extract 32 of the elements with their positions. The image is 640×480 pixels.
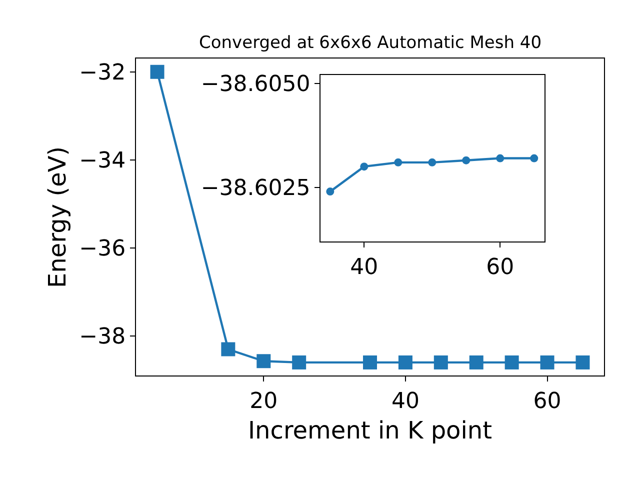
- x-tick-label: 60: [533, 389, 562, 414]
- y-tick-label: −36: [79, 236, 126, 262]
- point: [150, 64, 164, 79]
- point: [292, 355, 306, 370]
- point: [530, 154, 538, 162]
- x-tick-label: 40: [391, 389, 420, 414]
- y-tick-label: −32: [79, 60, 126, 86]
- point: [326, 188, 334, 196]
- y-tick-label: −38.6050: [200, 72, 310, 98]
- y-axis-title: Energy (eV): [43, 146, 72, 288]
- x-axis-title: Increment in K point: [248, 416, 492, 444]
- point: [462, 156, 470, 164]
- point: [363, 355, 377, 370]
- point: [221, 342, 236, 356]
- point: [428, 158, 436, 166]
- y-tick-label: −34: [79, 148, 126, 174]
- x-tick-label: 60: [486, 254, 514, 280]
- y-tick-label: −38: [79, 324, 126, 350]
- point: [256, 354, 271, 368]
- point: [540, 355, 554, 370]
- point: [504, 355, 519, 370]
- point: [394, 158, 402, 166]
- y-tick-label: −38.6025: [200, 176, 310, 202]
- point: [576, 355, 590, 370]
- point: [496, 154, 504, 162]
- x-tick-label: 20: [250, 389, 278, 414]
- x-tick-label: 40: [350, 254, 378, 280]
- point: [469, 355, 484, 370]
- point: [398, 355, 412, 370]
- chart-title: Converged at 6x6x6 Automatic Mesh 40: [199, 33, 542, 53]
- point: [360, 162, 368, 171]
- point: [434, 355, 448, 370]
